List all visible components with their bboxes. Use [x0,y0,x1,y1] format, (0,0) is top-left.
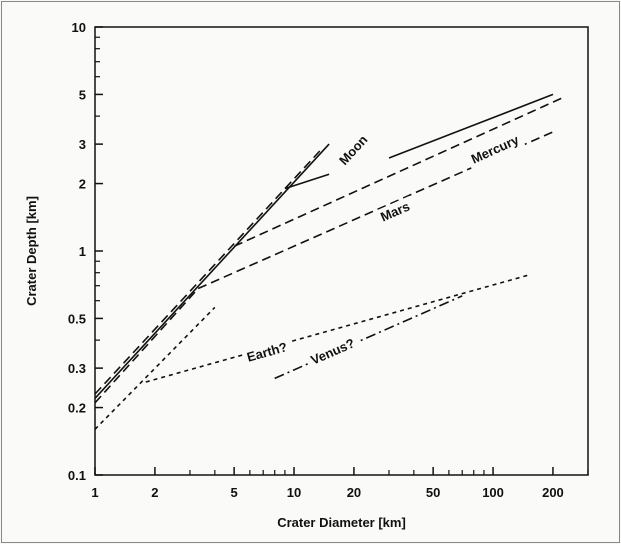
earth-line [145,274,529,383]
x-tick-label: 200 [542,485,564,500]
y-tick-label: 0.1 [68,468,86,483]
x-axis-title: Crater Diameter [km] [277,515,406,530]
mercury-label-background [464,129,526,171]
mercury-line [94,146,324,395]
earth-label-background [241,337,294,368]
y-tick-label: 1 [79,244,86,259]
y-tick-label: 5 [79,87,86,102]
mercury-line [233,97,562,248]
y-tick-label: 0.2 [68,401,86,416]
ticks-layer [94,26,589,476]
venus-label-background [304,332,362,372]
venus-line [274,295,463,380]
y-axis-title: Crater Depth [km] [24,196,39,306]
x-tick-label: 50 [426,485,440,500]
x-tick-label: 5 [230,485,237,500]
x-tick-label: 1 [91,485,98,500]
venus-series-label: Venus? [308,335,356,367]
moon-line [284,173,330,190]
x-tick-label: 100 [482,485,504,500]
y-tick-label: 3 [79,137,86,152]
moon-line [94,143,330,399]
mars-label-background [374,196,417,228]
x-tick-label: 10 [287,485,301,500]
y-tick-label: 0.3 [68,361,86,376]
x-tick-label: 2 [151,485,158,500]
y-tick-label: 0.5 [68,311,86,326]
x-tick-label: 20 [347,485,361,500]
tick-labels-layer: 1 2 5 10 20 50 100 200 0.1 0.2 0.3 0.5 1 2 3 5 10 [68,20,564,500]
mars-line [94,287,199,404]
moon-line [388,93,554,159]
y-tick-label: 2 [79,177,86,192]
earth-line [94,306,216,430]
plot-area [94,26,589,476]
moon-label-background [332,128,375,173]
y-tick-label: 10 [72,20,86,35]
